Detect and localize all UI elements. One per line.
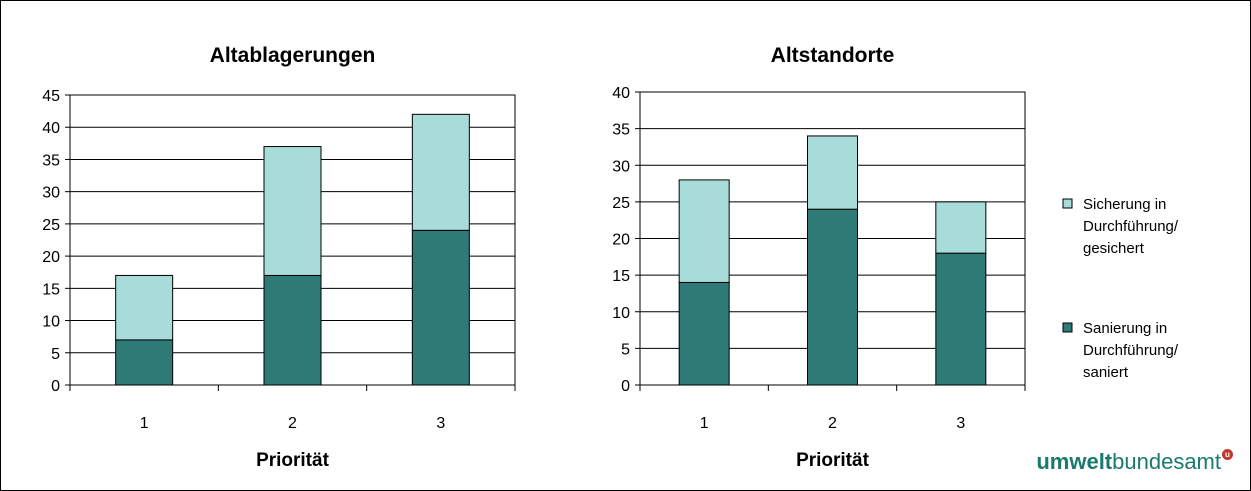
bar-segment-sicherung: [263, 146, 322, 276]
y-tick-label: 20: [42, 249, 60, 266]
y-tick-label: 35: [612, 122, 630, 139]
y-tick-label: 25: [612, 195, 630, 212]
bar-segment-sanierung: [115, 339, 174, 386]
bar-segment-sicherung: [807, 135, 858, 210]
legend-label: Sanierung in: [1083, 320, 1167, 337]
legend-swatch: [1062, 322, 1073, 333]
y-tick-label: 20: [612, 232, 630, 249]
y-tick-label: 5: [621, 341, 630, 358]
y-tick-label: 0: [51, 378, 60, 395]
chart-altablagerungen: Altablagerungen 0 5 10 15 20 25 30 35 40 45 1 2 3 Prio…: [42, 44, 516, 471]
bar-segment-sanierung: [807, 208, 858, 386]
bar-segment-sicherung: [411, 113, 470, 231]
x-tick-label: 2: [288, 415, 297, 432]
legend: Sicherung in Durchführung/gesichert Sanier…: [1062, 196, 1179, 381]
x-axis-label: Priorität: [256, 450, 330, 471]
x-tick-label: 3: [436, 415, 445, 432]
y-tick-label: 40: [42, 120, 60, 137]
y-tick-label: 0: [621, 378, 630, 395]
chart-title: Altablagerungen: [210, 44, 376, 67]
chart-altstandorte: Altstandorte 0 5 10 15 20 25 30 35 40 1 2 3 Priorität: [612, 44, 1026, 471]
bar-segment-sicherung: [935, 201, 987, 254]
bar-segment-sicherung: [678, 179, 730, 283]
legend-swatch: [1062, 198, 1073, 209]
y-tick-label: 5: [51, 346, 60, 363]
y-tick-label: 30: [42, 185, 60, 202]
y-tick-label: 25: [42, 217, 60, 234]
bar-segment-sanierung: [935, 252, 987, 386]
logo-text-bold: umwelt: [1036, 449, 1113, 474]
y-tick-label: 15: [612, 268, 630, 285]
legend-label: gesichert: [1083, 240, 1145, 257]
logo-mark-icon: u: [1222, 449, 1233, 460]
logo-text-regular: bundesamt: [1112, 449, 1221, 474]
x-tick-label: 1: [700, 415, 709, 432]
chart-title: Altstandorte: [771, 44, 895, 67]
x-axis-label: Priorität: [796, 450, 870, 471]
bar-segment-sicherung: [115, 274, 174, 341]
bar-segment-sanierung: [678, 281, 730, 386]
y-tick-label: 15: [42, 281, 60, 298]
logo-umweltbundesamt: umweltbundesamt u: [1036, 449, 1233, 475]
y-tick-label: 45: [42, 88, 60, 105]
y-tick-label: 35: [42, 152, 60, 169]
bar-segment-sanierung: [411, 229, 470, 386]
bar-segment-sanierung: [263, 274, 322, 386]
legend-label: Durchführung/: [1083, 218, 1179, 235]
y-tick-label: 10: [42, 314, 60, 331]
legend-label: Sicherung in: [1083, 196, 1166, 213]
legend-label: Durchführung/: [1083, 342, 1179, 359]
x-tick-label: 1: [140, 415, 149, 432]
x-tick-label: 2: [828, 415, 837, 432]
y-tick-label: 40: [612, 85, 630, 102]
x-tick-label: 3: [956, 415, 965, 432]
legend-label: saniert: [1083, 364, 1129, 381]
y-tick-label: 10: [612, 305, 630, 322]
y-tick-label: 30: [612, 158, 630, 175]
